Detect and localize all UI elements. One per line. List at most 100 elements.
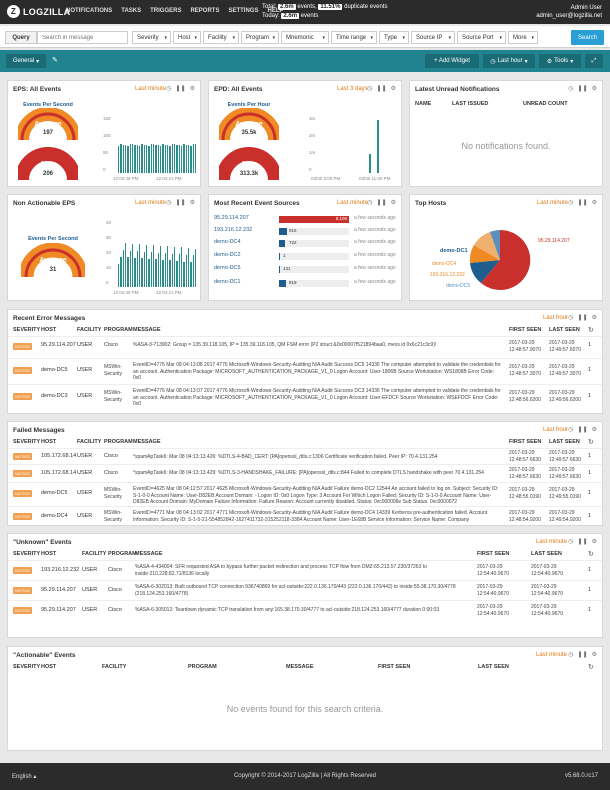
gear-icon[interactable]: ⚙ (591, 652, 597, 658)
col-facility[interactable]: FACILITY (77, 439, 102, 445)
query-button[interactable]: Query (5, 31, 37, 44)
col-facility[interactable]: FACILITY (82, 551, 107, 557)
pie-slice-demo-dc4[interactable] (469, 245, 500, 263)
clock-icon[interactable]: ◷ (568, 200, 574, 206)
filter-facility[interactable]: Facility ▾ (203, 31, 239, 44)
time-range-label[interactable]: Last 3 days (337, 86, 368, 92)
add-widget-button[interactable]: + Add Widget (425, 54, 479, 68)
search-button[interactable]: Search (571, 30, 604, 45)
col-program[interactable]: PROGRAM (188, 664, 217, 670)
refresh-icon[interactable]: ↻ (588, 439, 594, 446)
col-message[interactable]: MESSAGE (286, 664, 314, 670)
gear-icon[interactable]: ⚙ (591, 86, 597, 92)
clock-icon[interactable]: ◷ (367, 200, 373, 206)
col-message[interactable]: MESSAGE (133, 439, 161, 445)
clock-icon[interactable]: ◷ (367, 86, 373, 92)
table-row[interactable]: NOTICE demo-DC5 USER MSWin-Security EventID=… (8, 482, 602, 506)
refresh-icon[interactable]: ↻ (588, 664, 594, 671)
pie-slice-demo-dc1[interactable] (470, 260, 500, 283)
time-range-label[interactable]: Last minute (536, 539, 568, 545)
table-row[interactable]: NOTICE demo-DC5 USER MSWin-Security EventID=… (8, 358, 602, 384)
pause-icon[interactable]: ❚❚ (577, 200, 588, 206)
source-row[interactable]: 95.29.114.207 8,106 a few seconds ago (214, 215, 396, 223)
gear-icon[interactable]: ⚙ (189, 86, 195, 92)
pie-slice-193-216-12-232[interactable] (474, 232, 500, 260)
filter-mnemonic[interactable]: Mnemonic ▾ (281, 31, 329, 44)
search-input[interactable] (37, 31, 128, 44)
time-range-button[interactable]: ◷ Last hour ▾ (483, 54, 535, 68)
clock-icon[interactable]: ◷ (166, 200, 172, 206)
time-range-label[interactable]: Last hour (543, 315, 569, 321)
col-first-seen[interactable]: FIRST SEEN (477, 551, 510, 557)
time-range-label[interactable]: Last minute (537, 200, 569, 206)
time-range-label[interactable]: Last minute (135, 86, 167, 92)
col-host[interactable]: HOST (41, 551, 57, 557)
user-menu[interactable]: Admin User admin_user@logzilla.net (536, 4, 602, 20)
gear-icon[interactable]: ⚙ (591, 427, 597, 433)
nav-settings[interactable]: SETTINGS (228, 8, 259, 14)
col-last-seen[interactable]: LAST SEEN (549, 439, 580, 445)
col-program[interactable]: PROGRAM (104, 439, 133, 445)
gear-icon[interactable]: ⚙ (390, 86, 396, 92)
nav-notifications[interactable]: NOTIFICATIONS (66, 8, 113, 14)
source-row[interactable]: demo-DC2 1 a few seconds ago (214, 252, 396, 260)
table-row[interactable]: NOTICE demo-DC4 USER MSWin-Security EventID=… (8, 506, 602, 526)
refresh-icon[interactable]: ↻ (588, 327, 594, 334)
pause-icon[interactable]: ❚❚ (577, 652, 588, 658)
col-program[interactable]: PROGRAM (104, 327, 133, 333)
gear-icon[interactable]: ⚙ (591, 315, 597, 321)
col-facility[interactable]: FACILITY (77, 327, 102, 333)
col-host[interactable]: HOST (41, 664, 57, 670)
clock-icon[interactable]: ◷ (568, 86, 574, 92)
col-facility[interactable]: FACILITY (102, 664, 127, 670)
logo[interactable]: Z LOGZILLA (7, 5, 70, 18)
source-row[interactable]: 193.216.12.232 916 a few seconds ago (214, 227, 396, 235)
source-row[interactable]: demo-DC4 722 a few seconds ago (214, 239, 396, 247)
time-range-label[interactable]: Last minute (135, 200, 167, 206)
gear-icon[interactable]: ⚙ (390, 200, 396, 206)
dashboard-select[interactable]: General ▾ (6, 54, 46, 68)
col-first-seen[interactable]: FIRST SEEN (378, 664, 411, 670)
table-row[interactable]: NOTICE 105.172.68.14 USER Cisco *spamApTask6… (8, 448, 602, 464)
pie-slice-demo-dc5[interactable] (490, 230, 500, 260)
col-severity[interactable]: SEVERITY (13, 664, 41, 670)
filter-more[interactable]: More ▾ (508, 31, 538, 44)
nav-triggers[interactable]: TRIGGERS (150, 8, 182, 14)
table-row[interactable]: NOTICE 193.216.12.232 USER Cisco %ASA-4-4340… (8, 560, 602, 580)
pause-icon[interactable]: ❚❚ (577, 539, 588, 545)
gear-icon[interactable]: ⚙ (189, 200, 195, 206)
time-range-label[interactable]: Last minute (337, 200, 369, 206)
fullscreen-button[interactable]: ⤢ (585, 54, 603, 68)
col-severity[interactable]: SEVERITY (13, 327, 41, 333)
gear-icon[interactable]: ⚙ (591, 539, 597, 545)
clock-icon[interactable]: ◷ (166, 86, 172, 92)
col-host[interactable]: HOST (41, 439, 57, 445)
pause-icon[interactable]: ❚❚ (577, 315, 588, 321)
pause-icon[interactable]: ❚❚ (577, 427, 588, 433)
clock-icon[interactable]: ◷ (568, 652, 574, 658)
filter-type[interactable]: Type ▾ (379, 31, 409, 44)
col-severity[interactable]: SEVERITY (13, 439, 41, 445)
pause-icon[interactable]: ❚❚ (577, 86, 588, 92)
clock-icon[interactable]: ◷ (568, 315, 574, 321)
filter-time-range[interactable]: Time range ▾ (331, 31, 377, 44)
refresh-icon[interactable]: ↻ (588, 551, 594, 558)
pause-icon[interactable]: ❚❚ (376, 200, 387, 206)
nav-help[interactable]: HELP (267, 8, 284, 14)
table-row[interactable]: NOTICE demo-DC3 USER MSWin-Security EventID=… (8, 384, 602, 410)
pie-slice-95-29-114-207[interactable] (481, 229, 531, 290)
language-select[interactable]: English ▴ (12, 774, 37, 780)
col-last-seen[interactable]: LAST SEEN (478, 664, 509, 670)
table-row[interactable]: NOTICE 105.172.68.14 USER Cisco *spamApTask6… (8, 464, 602, 482)
filter-program[interactable]: Program ▾ (241, 31, 279, 44)
filter-severity[interactable]: Severity ▾ (132, 31, 171, 44)
time-range-label[interactable]: Last minute (536, 652, 568, 658)
col-first-seen[interactable]: FIRST SEEN (509, 439, 542, 445)
col-first-seen[interactable]: FIRST SEEN (509, 327, 542, 333)
col-message[interactable]: MESSAGE (135, 551, 163, 557)
nav-tasks[interactable]: TASKS (121, 8, 142, 14)
col-message[interactable]: MESSAGE (133, 327, 161, 333)
filter-host[interactable]: Host ▾ (173, 31, 201, 44)
clock-icon[interactable]: ◷ (568, 539, 574, 545)
table-row[interactable]: NOTICE 95.29.114.207 USER Cisco %ASA-6-30501… (8, 600, 602, 620)
